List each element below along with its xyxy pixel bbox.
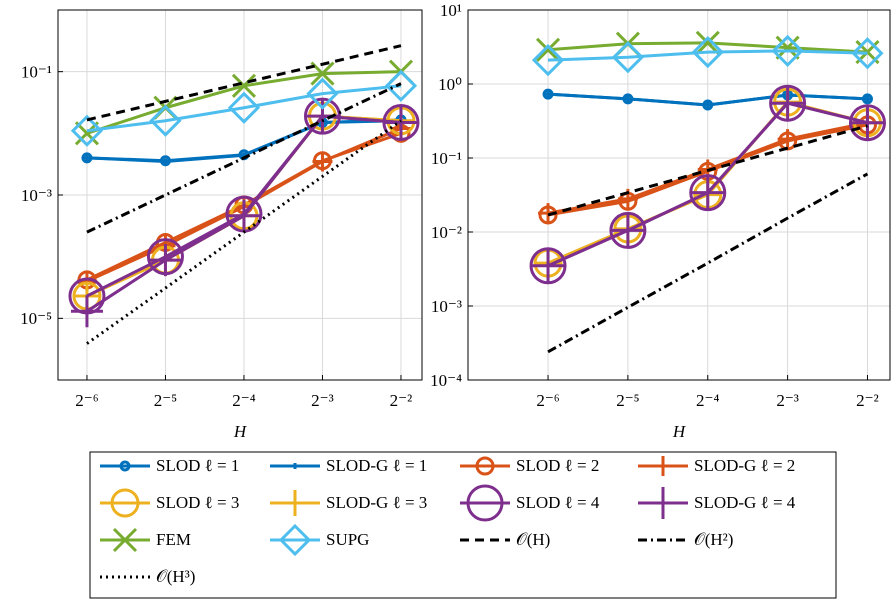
legend-label: FEM [156,530,191,549]
marker-plus [532,249,565,282]
marker-plus [691,176,724,209]
y-tick-label: 10⁻⁵ [20,309,52,328]
legend-label: SLOD-G ℓ = 2 [694,456,795,475]
marker-circle [848,104,886,142]
marker-diamond [306,77,339,110]
series-layer [68,44,420,345]
y-tick-label: 10⁻¹ [21,63,52,82]
marker-circle [119,460,131,472]
x-tick-label: 2⁻² [390,391,413,410]
marker-plus [704,102,711,109]
marker-plus [771,87,804,120]
x-tick-label: 2⁻⁶ [75,391,98,410]
x-tick-label: 2⁻⁴ [696,391,719,410]
y-tick-label: 10⁰ [438,75,462,94]
marker-plus [70,295,103,328]
marker-plus [611,214,644,247]
legend-box [89,451,837,599]
marker-x [231,73,257,98]
marker-diamond [149,104,182,137]
x-tick-label: 2⁻² [856,391,879,410]
series-line [86,84,402,133]
marker-diamond [531,44,565,77]
marker-plus [624,95,631,102]
legend-label: SLOD-G ℓ = 3 [326,493,427,512]
marker-diamond [278,523,312,557]
marker-diamond [851,37,884,70]
axes-box [467,9,891,381]
y-tick-label: 10⁻³ [21,186,52,205]
marker-diamond [691,35,724,69]
legend-label: SLOD-G ℓ = 1 [326,456,427,475]
marker-x [112,527,138,553]
marker-circle [609,211,647,249]
y-tick-label: 10⁻¹ [431,149,462,168]
marker-x [535,37,561,62]
legend-label: SLOD ℓ = 4 [516,493,600,512]
marker-circle [529,247,567,285]
series-line [86,82,402,234]
legend-label: SLOD-G ℓ = 4 [694,493,796,512]
series-line [547,49,868,62]
series-line [547,124,868,217]
marker-diamond [771,34,804,68]
plot-area [468,10,890,380]
y-tick-label: 10¹ [440,1,462,20]
x-tick-label: 2⁻³ [311,391,334,410]
x-tick-label: 2⁻⁶ [536,391,559,410]
marker-x [695,30,720,55]
y-tick-label: 10⁻² [431,223,462,242]
marker-plus [851,106,884,139]
marker-plus [292,463,298,469]
legend-label: SLOD ℓ = 2 [516,456,599,475]
x-tick-label: 2⁻⁵ [154,391,177,410]
x-axis-label: H [233,422,248,441]
legend-label: 𝒪(H³) [156,567,195,586]
marker-plus [864,95,871,102]
marker-plus [282,490,308,516]
marker-circle [466,484,504,522]
y-tick-label: 10⁻³ [431,297,462,316]
x-tick-label: 2⁻⁴ [232,391,255,410]
x-tick-label: 2⁻⁵ [616,391,639,410]
marker-circle [689,174,727,212]
marker-plus [149,244,182,277]
legend-label: SLOD ℓ = 1 [156,456,239,475]
marker-plus [83,154,90,161]
marker-plus [162,158,169,165]
marker-diamond [611,41,645,74]
legend-label: 𝒪(H) [516,530,550,549]
y-tick-label: 10⁻⁴ [430,371,462,390]
marker-diamond [384,69,418,102]
marker-plus [777,129,798,150]
series-line [547,172,869,354]
x-tick-label: 2⁻³ [776,391,799,410]
marker-x [310,61,335,86]
marker-plus [647,487,679,519]
marker-plus [227,199,260,232]
series-line [86,119,402,345]
x-axis-label: H [672,422,687,441]
legend-label: 𝒪(H²) [694,530,733,549]
marker-diamond [70,114,104,147]
marker-circle [769,84,807,122]
marker-x [775,35,800,60]
series-layer [529,30,886,354]
legend-label: SUPG [326,530,369,549]
series-line [86,44,402,122]
marker-diamond [227,91,261,124]
marker-plus [545,91,552,98]
axes-box [57,9,423,381]
marker-circle [110,488,140,518]
marker-circle [475,456,495,476]
marker-plus [312,151,333,172]
marker-plus [653,456,673,476]
legend-label: SLOD ℓ = 3 [156,493,239,512]
